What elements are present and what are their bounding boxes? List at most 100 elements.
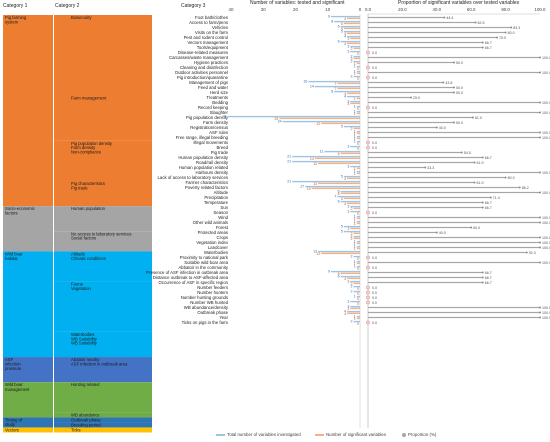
total-value-label: 1 xyxy=(354,315,356,319)
significant-value-label: 6 xyxy=(338,272,340,276)
significant-value-label: 6 xyxy=(338,152,340,156)
proportion-bar xyxy=(368,121,454,124)
proportion-value-label: 66.7 xyxy=(485,201,492,205)
proportion-bar xyxy=(368,231,437,234)
proportion-point xyxy=(473,181,476,184)
significant-bar xyxy=(356,262,360,265)
significant-bar xyxy=(318,182,360,185)
total-bar xyxy=(350,100,360,103)
total-bar xyxy=(350,210,360,213)
significant-bar xyxy=(356,62,360,65)
proportion-axis-tick-label: 80.0 xyxy=(501,7,510,12)
proportion-axis-tick-label: 0.0 xyxy=(365,7,372,12)
total-bar xyxy=(343,230,360,233)
proportion-point xyxy=(504,31,507,34)
total-value-label: 1 xyxy=(354,245,356,249)
total-value-label: 1 xyxy=(354,220,356,224)
proportion-point xyxy=(539,236,541,239)
category-2-label: WB abundance xyxy=(71,412,100,417)
total-bar xyxy=(337,195,360,198)
row-label: Slaughter xyxy=(210,110,229,115)
significant-value-label: 1 xyxy=(354,247,356,251)
row-label: Tools/equipment xyxy=(197,45,229,50)
proportion-value-label: 61.0 xyxy=(475,116,482,120)
significant-value-label: 15 xyxy=(307,187,311,191)
category-2-label: WB Suitability xyxy=(71,336,98,341)
row-label: Treatments xyxy=(206,95,228,100)
proportion-value-label: 61.9 xyxy=(476,161,483,165)
significant-bar xyxy=(353,237,360,240)
row-label: Number feeders xyxy=(197,285,228,290)
proportion-point xyxy=(453,91,455,94)
proportion-value-label: 100.0 xyxy=(542,221,550,225)
significant-bar xyxy=(347,42,360,45)
total-bar xyxy=(318,250,360,253)
count-axis-tick-label: 30 xyxy=(261,7,266,12)
proportion-point xyxy=(481,271,484,274)
proportion-axis-tick-label: 20.0 xyxy=(398,7,407,12)
significant-bar xyxy=(343,197,360,200)
row-label: Year xyxy=(219,315,228,320)
proportion-bar xyxy=(368,41,483,44)
category-2-band xyxy=(54,180,152,207)
significant-bar xyxy=(356,132,360,135)
significant-bar xyxy=(356,137,360,140)
proportion-bar xyxy=(368,131,540,134)
total-value-label: 2 xyxy=(351,320,353,324)
total-value-label: 6 xyxy=(338,25,340,29)
proportion-point xyxy=(504,176,507,179)
proportion-zero-point xyxy=(366,295,370,300)
category-1-label: study xyxy=(5,422,16,427)
significant-value-label: 1 xyxy=(354,167,356,171)
proportion-zero-point xyxy=(366,65,370,70)
significant-value-label: 3 xyxy=(347,307,349,311)
proportion-point xyxy=(539,56,541,59)
proportion-bar xyxy=(368,111,540,114)
row-label: Wind xyxy=(218,215,228,220)
significant-value-label: 4 xyxy=(344,32,346,36)
proportion-bar xyxy=(368,161,475,164)
total-value-label: 2 xyxy=(351,235,353,239)
proportion-point xyxy=(510,26,513,29)
category-2-label: Farm density xyxy=(71,145,96,150)
category-2-label: Pig population density xyxy=(71,141,113,146)
significant-bar xyxy=(353,207,360,210)
row-label: Lack of access to laboratory services xyxy=(158,175,228,180)
proportion-value-label: 33.3 xyxy=(427,166,434,170)
proportion-bar xyxy=(368,261,540,264)
proportion-bar xyxy=(368,191,540,194)
total-bar xyxy=(353,55,360,58)
proportion-axis-title: Proportion of significant variables over… xyxy=(398,0,520,6)
total-value-label: 1 xyxy=(354,135,356,139)
proportion-bar xyxy=(368,246,540,249)
significant-value-label: 12 xyxy=(316,252,320,256)
proportion-point xyxy=(435,126,438,129)
proportion-zero-point xyxy=(366,210,370,215)
total-value-label: 3 xyxy=(347,205,349,209)
significant-value-label: 25 xyxy=(274,117,278,121)
proportion-value-label: 62.5 xyxy=(478,21,485,25)
total-bar xyxy=(350,300,360,303)
significant-bar xyxy=(337,82,360,85)
row-label: Ticks on pigs in the farm xyxy=(182,320,229,325)
total-bar xyxy=(340,190,360,193)
total-bar xyxy=(343,225,360,228)
significant-bar xyxy=(350,307,360,310)
proportion-bar xyxy=(368,311,540,314)
category-2-header: Category 2 xyxy=(55,3,80,9)
significant-value-label: 1 xyxy=(354,222,356,226)
proportion-point xyxy=(525,251,528,254)
proportion-value-label: 100.0 xyxy=(542,71,550,75)
row-label: Cleaning and disinfection xyxy=(180,65,229,70)
category-1-band xyxy=(3,382,53,418)
proportion-value-label: 100.0 xyxy=(542,311,550,315)
total-bar xyxy=(292,180,360,183)
total-bar xyxy=(356,105,360,108)
legend-proportion-label: Proportion (%) xyxy=(408,432,437,437)
total-bar xyxy=(356,315,360,318)
row-label: Road/rail density xyxy=(196,160,229,165)
total-bar xyxy=(340,25,360,28)
total-value-label: 2 xyxy=(351,255,353,259)
significant-bar xyxy=(347,92,360,95)
total-value-label: 1 xyxy=(354,295,356,299)
